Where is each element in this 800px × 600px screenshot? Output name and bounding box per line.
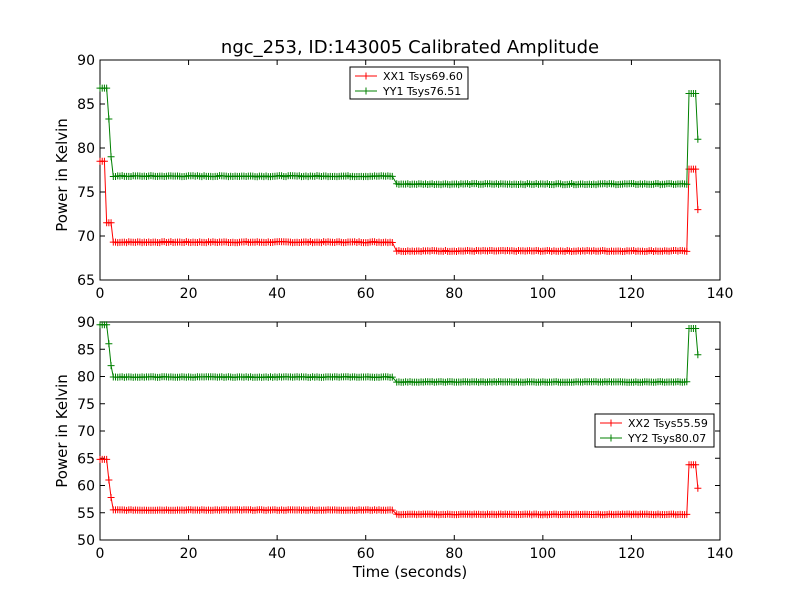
- legend-box: [349, 66, 469, 100]
- data-point-marker: [388, 506, 396, 514]
- series-yy2: [96, 321, 702, 386]
- x-tick-label: 0: [96, 546, 105, 562]
- data-point-marker: [694, 135, 702, 143]
- x-tick-label: 140: [707, 286, 734, 302]
- x-tick-label: 100: [529, 286, 556, 302]
- series-yy1: [96, 84, 702, 189]
- x-tick-label: 80: [445, 286, 463, 302]
- data-point-marker: [683, 378, 691, 386]
- data-point-marker: [692, 89, 700, 97]
- y-tick-label: 85: [77, 342, 95, 358]
- legend-marker: [362, 72, 370, 80]
- data-point-marker: [694, 484, 702, 492]
- x-tick-label: 60: [357, 546, 375, 562]
- data-point-marker: [692, 165, 700, 173]
- data-point-marker: [103, 321, 111, 329]
- y-tick-label: 65: [77, 273, 95, 289]
- data-point-marker: [100, 157, 108, 165]
- top-y-axis-label: Power in Kelvin: [53, 118, 71, 232]
- legend-box: [594, 413, 715, 448]
- top-plot-panel: 0 20 40 60 80 100 120 140 65 70 75 80 85 90 XX1 Tsys69…: [77, 53, 733, 302]
- x-tick-label: 60: [357, 286, 375, 302]
- x-tick-label: 40: [268, 546, 286, 562]
- x-tick-label: 40: [268, 286, 286, 302]
- y-tick-label: 90: [77, 315, 95, 331]
- legend-marker: [362, 87, 370, 95]
- data-point-marker: [105, 340, 113, 348]
- data-point-marker: [683, 510, 691, 518]
- chart-title: ngc_253, ID:143005 Calibrated Amplitude: [221, 37, 599, 58]
- y-tick-label: 85: [77, 97, 95, 113]
- data-point-marker: [107, 219, 115, 227]
- x-tick-label: 120: [618, 546, 645, 562]
- data-point-marker: [105, 115, 113, 123]
- legend-marker: [607, 434, 615, 442]
- legend-label: YY2 Tsys80.07: [627, 432, 706, 445]
- legend: XX2 Tsys55.59 YY2 Tsys80.07: [594, 413, 715, 448]
- x-tick-label: 20: [180, 546, 198, 562]
- legend-label: YY1 Tsys76.51: [382, 85, 461, 98]
- data-point-marker: [105, 476, 113, 484]
- legend-marker: [607, 419, 615, 427]
- data-point-marker: [388, 172, 396, 180]
- y-tick-label: 80: [77, 370, 95, 386]
- x-tick-label: 100: [529, 546, 556, 562]
- y-tick-label: 75: [77, 185, 95, 201]
- y-tick-label: 90: [77, 53, 95, 69]
- x-tick-label: 20: [180, 286, 198, 302]
- y-tick-label: 60: [77, 479, 95, 495]
- y-tick-label: 70: [77, 229, 95, 245]
- bottom-y-axis-label: Power in Kelvin: [53, 374, 71, 488]
- data-point-marker: [107, 153, 115, 161]
- y-tick-label: 65: [77, 451, 95, 467]
- data-point-marker: [683, 180, 691, 188]
- data-point-marker: [107, 493, 115, 501]
- series-xx2: [96, 455, 702, 519]
- y-tick-label: 55: [77, 506, 95, 522]
- y-tick-label: 50: [77, 533, 95, 549]
- data-point-marker: [103, 455, 111, 463]
- plot-area-frame: [99, 59, 721, 281]
- y-tick-label: 70: [77, 424, 95, 440]
- series-xx1: [96, 157, 702, 255]
- x-tick-label: 120: [618, 286, 645, 302]
- data-point-marker: [692, 461, 700, 469]
- bottom-plot-panel: 0 20 40 60 80 100 120 140 50 55 60 65 70 75 80 85 90 XX2 …: [77, 315, 733, 562]
- data-point-marker: [683, 247, 691, 255]
- y-tick-label: 80: [77, 141, 95, 157]
- data-point-marker: [107, 362, 115, 370]
- legend-label: XX2 Tsys55.59: [628, 417, 708, 430]
- y-tick-label: 75: [77, 397, 95, 413]
- data-point-marker: [694, 351, 702, 359]
- data-point-marker: [694, 206, 702, 214]
- x-tick-label: 80: [445, 546, 463, 562]
- x-tick-label: 140: [707, 546, 734, 562]
- data-point-marker: [692, 325, 700, 333]
- legend: XX1 Tsys69.60 YY1 Tsys76.51: [349, 66, 469, 100]
- data-point-marker: [103, 84, 111, 92]
- x-tick-label: 0: [96, 286, 105, 302]
- x-axis-label: Time (seconds): [352, 563, 468, 581]
- data-point-marker: [388, 238, 396, 246]
- legend-label: XX1 Tsys69.60: [383, 70, 463, 83]
- data-point-marker: [388, 373, 396, 381]
